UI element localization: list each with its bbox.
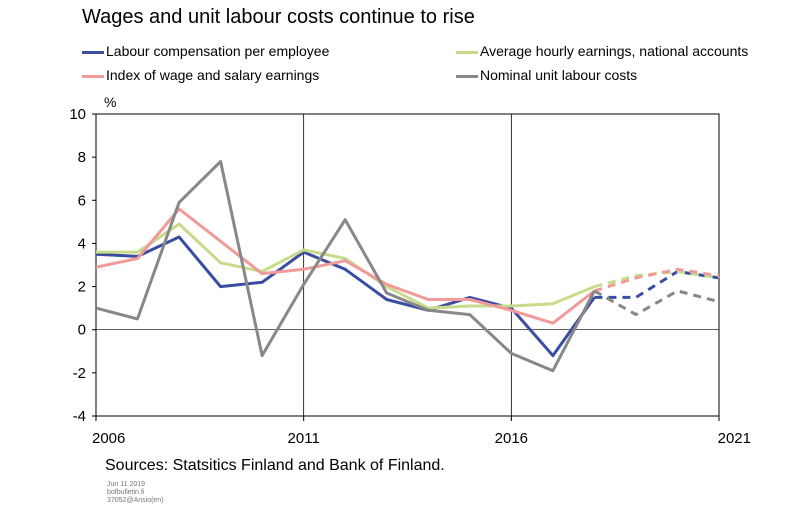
series-line-3	[95, 160, 596, 373]
meta-date: Jun 11 2019	[107, 481, 146, 488]
legend-item-average-hourly-earnings: Average hourly earnings, national accoun…	[456, 43, 748, 59]
legend-item-wage-salary-index: Index of wage and salary earnings	[82, 67, 319, 83]
x-tick-label: 2021	[718, 430, 751, 447]
series-line-0	[95, 235, 596, 358]
legend-swatch-unit-labour-costs	[456, 74, 478, 78]
y-tick-label: 10	[69, 106, 86, 123]
series-line-1	[96, 222, 595, 310]
y-tick-label: 6	[78, 192, 86, 209]
legend-label-labour-compensation: Labour compensation per employee	[106, 43, 330, 59]
legend-label-unit-labour-costs: Nominal unit labour costs	[480, 67, 638, 83]
y-axis-label: %	[104, 94, 116, 110]
series-forecast-line-2	[593, 267, 720, 293]
legend-swatch-wage-salary-index	[82, 74, 104, 78]
legend-item-labour-compensation: Labour compensation per employee	[82, 43, 329, 59]
y-tick-label: 8	[78, 149, 86, 166]
x-tick-label: 2011	[288, 430, 320, 447]
legend-swatch-labour-compensation	[82, 50, 104, 54]
meta-site: bofbulletin.fi	[107, 489, 145, 496]
series-forecast-line-0	[594, 270, 720, 299]
y-tick-label: 2	[78, 279, 86, 296]
meta-code: 37052@Ansio(en)	[107, 497, 164, 504]
y-tick-label: -4	[73, 408, 86, 425]
series-line-2	[95, 207, 596, 325]
series-forecast-line-3	[593, 289, 720, 317]
chart-title: Wages and unit labour costs continue to …	[82, 6, 475, 28]
series-forecast-line-1	[594, 270, 720, 289]
x-tick-label: 2016	[495, 430, 528, 447]
y-tick-label: 0	[78, 322, 86, 339]
legend-label-average-hourly-earnings: Average hourly earnings, national accoun…	[480, 43, 749, 59]
plot-frame	[95, 113, 720, 417]
legend-swatch-average-hourly-earnings	[456, 50, 478, 54]
y-tick-label: 4	[78, 235, 86, 252]
sources-note: Sources: Statsitics Finland and Bank of …	[105, 457, 445, 474]
y-tick-label: -2	[73, 365, 86, 382]
x-tick-label: 2006	[92, 430, 125, 447]
legend-label-wage-salary-index: Index of wage and salary earnings	[106, 67, 320, 83]
legend-item-unit-labour-costs: Nominal unit labour costs	[456, 67, 637, 83]
